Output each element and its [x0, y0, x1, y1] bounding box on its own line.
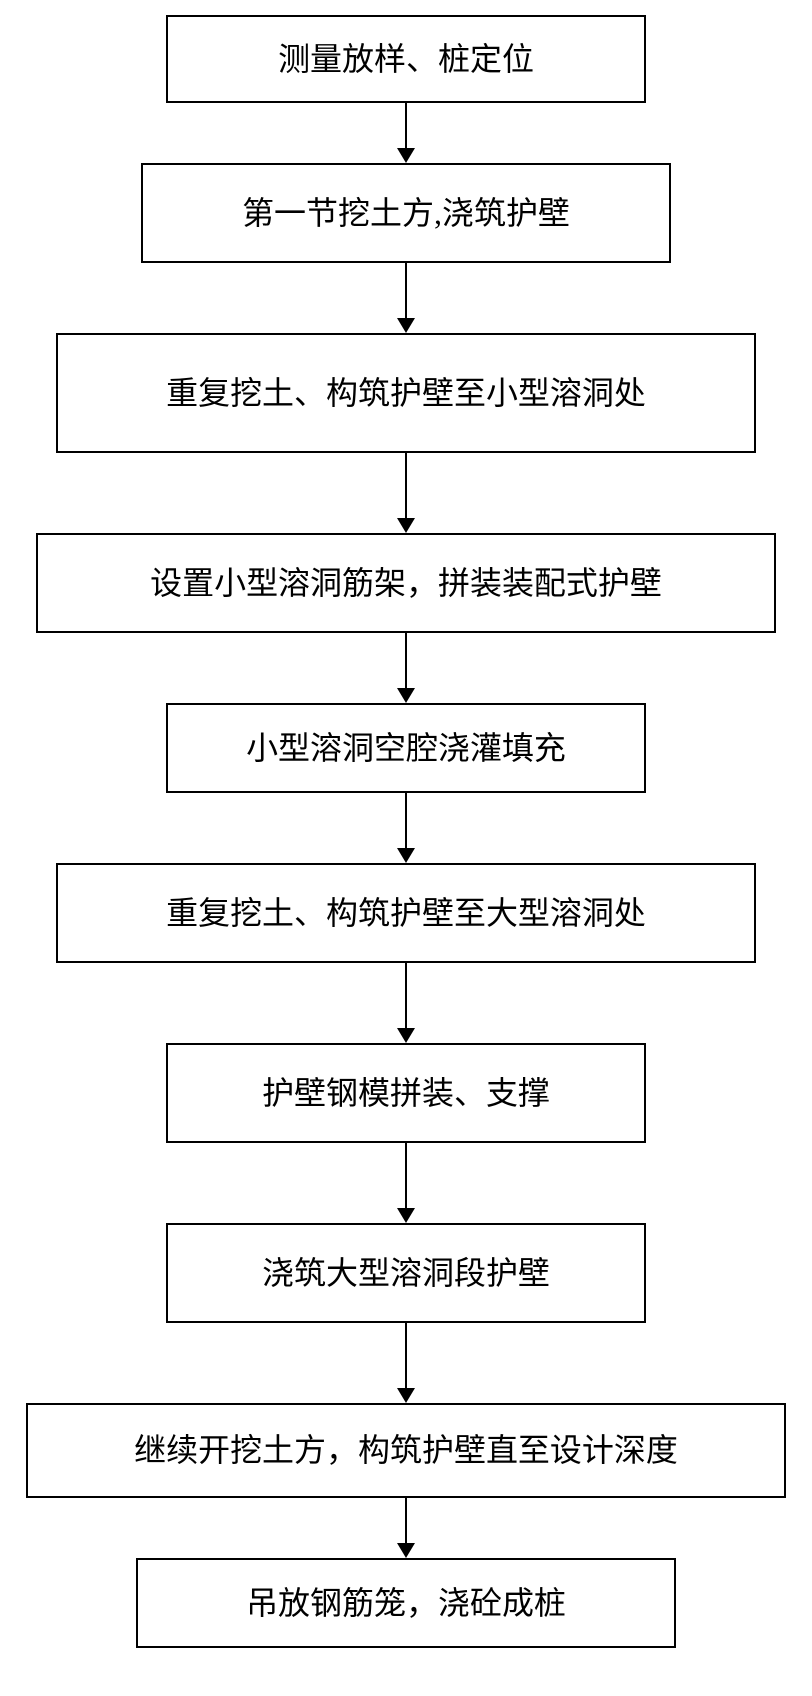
- flowchart-step-label: 小型溶洞空腔浇灌填充: [238, 729, 574, 767]
- arrow-head-icon: [397, 148, 415, 163]
- flowchart-step-label: 护壁钢模拼装、支撑: [254, 1074, 558, 1112]
- arrow-line: [405, 1498, 407, 1543]
- arrow-line: [405, 103, 407, 148]
- flowchart-step: 测量放样、桩定位: [166, 15, 646, 103]
- flowchart-step: 重复挖土、构筑护壁至大型溶洞处: [56, 863, 756, 963]
- flowchart-step-label: 测量放样、桩定位: [270, 40, 542, 78]
- arrow-head-icon: [397, 1208, 415, 1223]
- arrow-head-icon: [397, 318, 415, 333]
- flowchart-arrow: [397, 1143, 415, 1223]
- arrow-line: [405, 963, 407, 1028]
- arrow-head-icon: [397, 1028, 415, 1043]
- arrow-line: [405, 793, 407, 848]
- flowchart-arrow: [397, 1323, 415, 1403]
- arrow-line: [405, 453, 407, 518]
- arrow-head-icon: [397, 518, 415, 533]
- flowchart-step: 设置小型溶洞筋架，拼装装配式护壁: [36, 533, 776, 633]
- flowchart-step-label: 继续开挖土方，构筑护壁直至设计深度: [126, 1431, 686, 1469]
- flowchart-step: 重复挖土、构筑护壁至小型溶洞处: [56, 333, 756, 453]
- arrow-line: [405, 1323, 407, 1388]
- arrow-head-icon: [397, 1388, 415, 1403]
- arrow-head-icon: [397, 1543, 415, 1558]
- flowchart-arrow: [397, 453, 415, 533]
- flowchart-arrow: [397, 1498, 415, 1558]
- flowchart-step-label: 重复挖土、构筑护壁至小型溶洞处: [158, 374, 654, 412]
- arrow-head-icon: [397, 688, 415, 703]
- flowchart-step: 小型溶洞空腔浇灌填充: [166, 703, 646, 793]
- arrow-line: [405, 1143, 407, 1208]
- arrow-line: [405, 263, 407, 318]
- flowchart-container: 测量放样、桩定位第一节挖土方,浇筑护壁重复挖土、构筑护壁至小型溶洞处设置小型溶洞…: [26, 15, 786, 1648]
- flowchart-step-label: 浇筑大型溶洞段护壁: [254, 1254, 558, 1292]
- flowchart-arrow: [397, 793, 415, 863]
- flowchart-step: 浇筑大型溶洞段护壁: [166, 1223, 646, 1323]
- flowchart-step: 吊放钢筋笼，浇砼成桩: [136, 1558, 676, 1648]
- flowchart-arrow: [397, 633, 415, 703]
- flowchart-step-label: 设置小型溶洞筋架，拼装装配式护壁: [142, 564, 670, 602]
- flowchart-arrow: [397, 103, 415, 163]
- arrow-line: [405, 633, 407, 688]
- flowchart-arrow: [397, 963, 415, 1043]
- flowchart-arrow: [397, 263, 415, 333]
- flowchart-step-label: 第一节挖土方,浇筑护壁: [234, 194, 578, 232]
- arrow-head-icon: [397, 848, 415, 863]
- flowchart-step-label: 吊放钢筋笼，浇砼成桩: [238, 1584, 574, 1622]
- flowchart-step: 护壁钢模拼装、支撑: [166, 1043, 646, 1143]
- flowchart-step: 第一节挖土方,浇筑护壁: [141, 163, 671, 263]
- flowchart-step: 继续开挖土方，构筑护壁直至设计深度: [26, 1403, 786, 1498]
- flowchart-step-label: 重复挖土、构筑护壁至大型溶洞处: [158, 894, 654, 932]
